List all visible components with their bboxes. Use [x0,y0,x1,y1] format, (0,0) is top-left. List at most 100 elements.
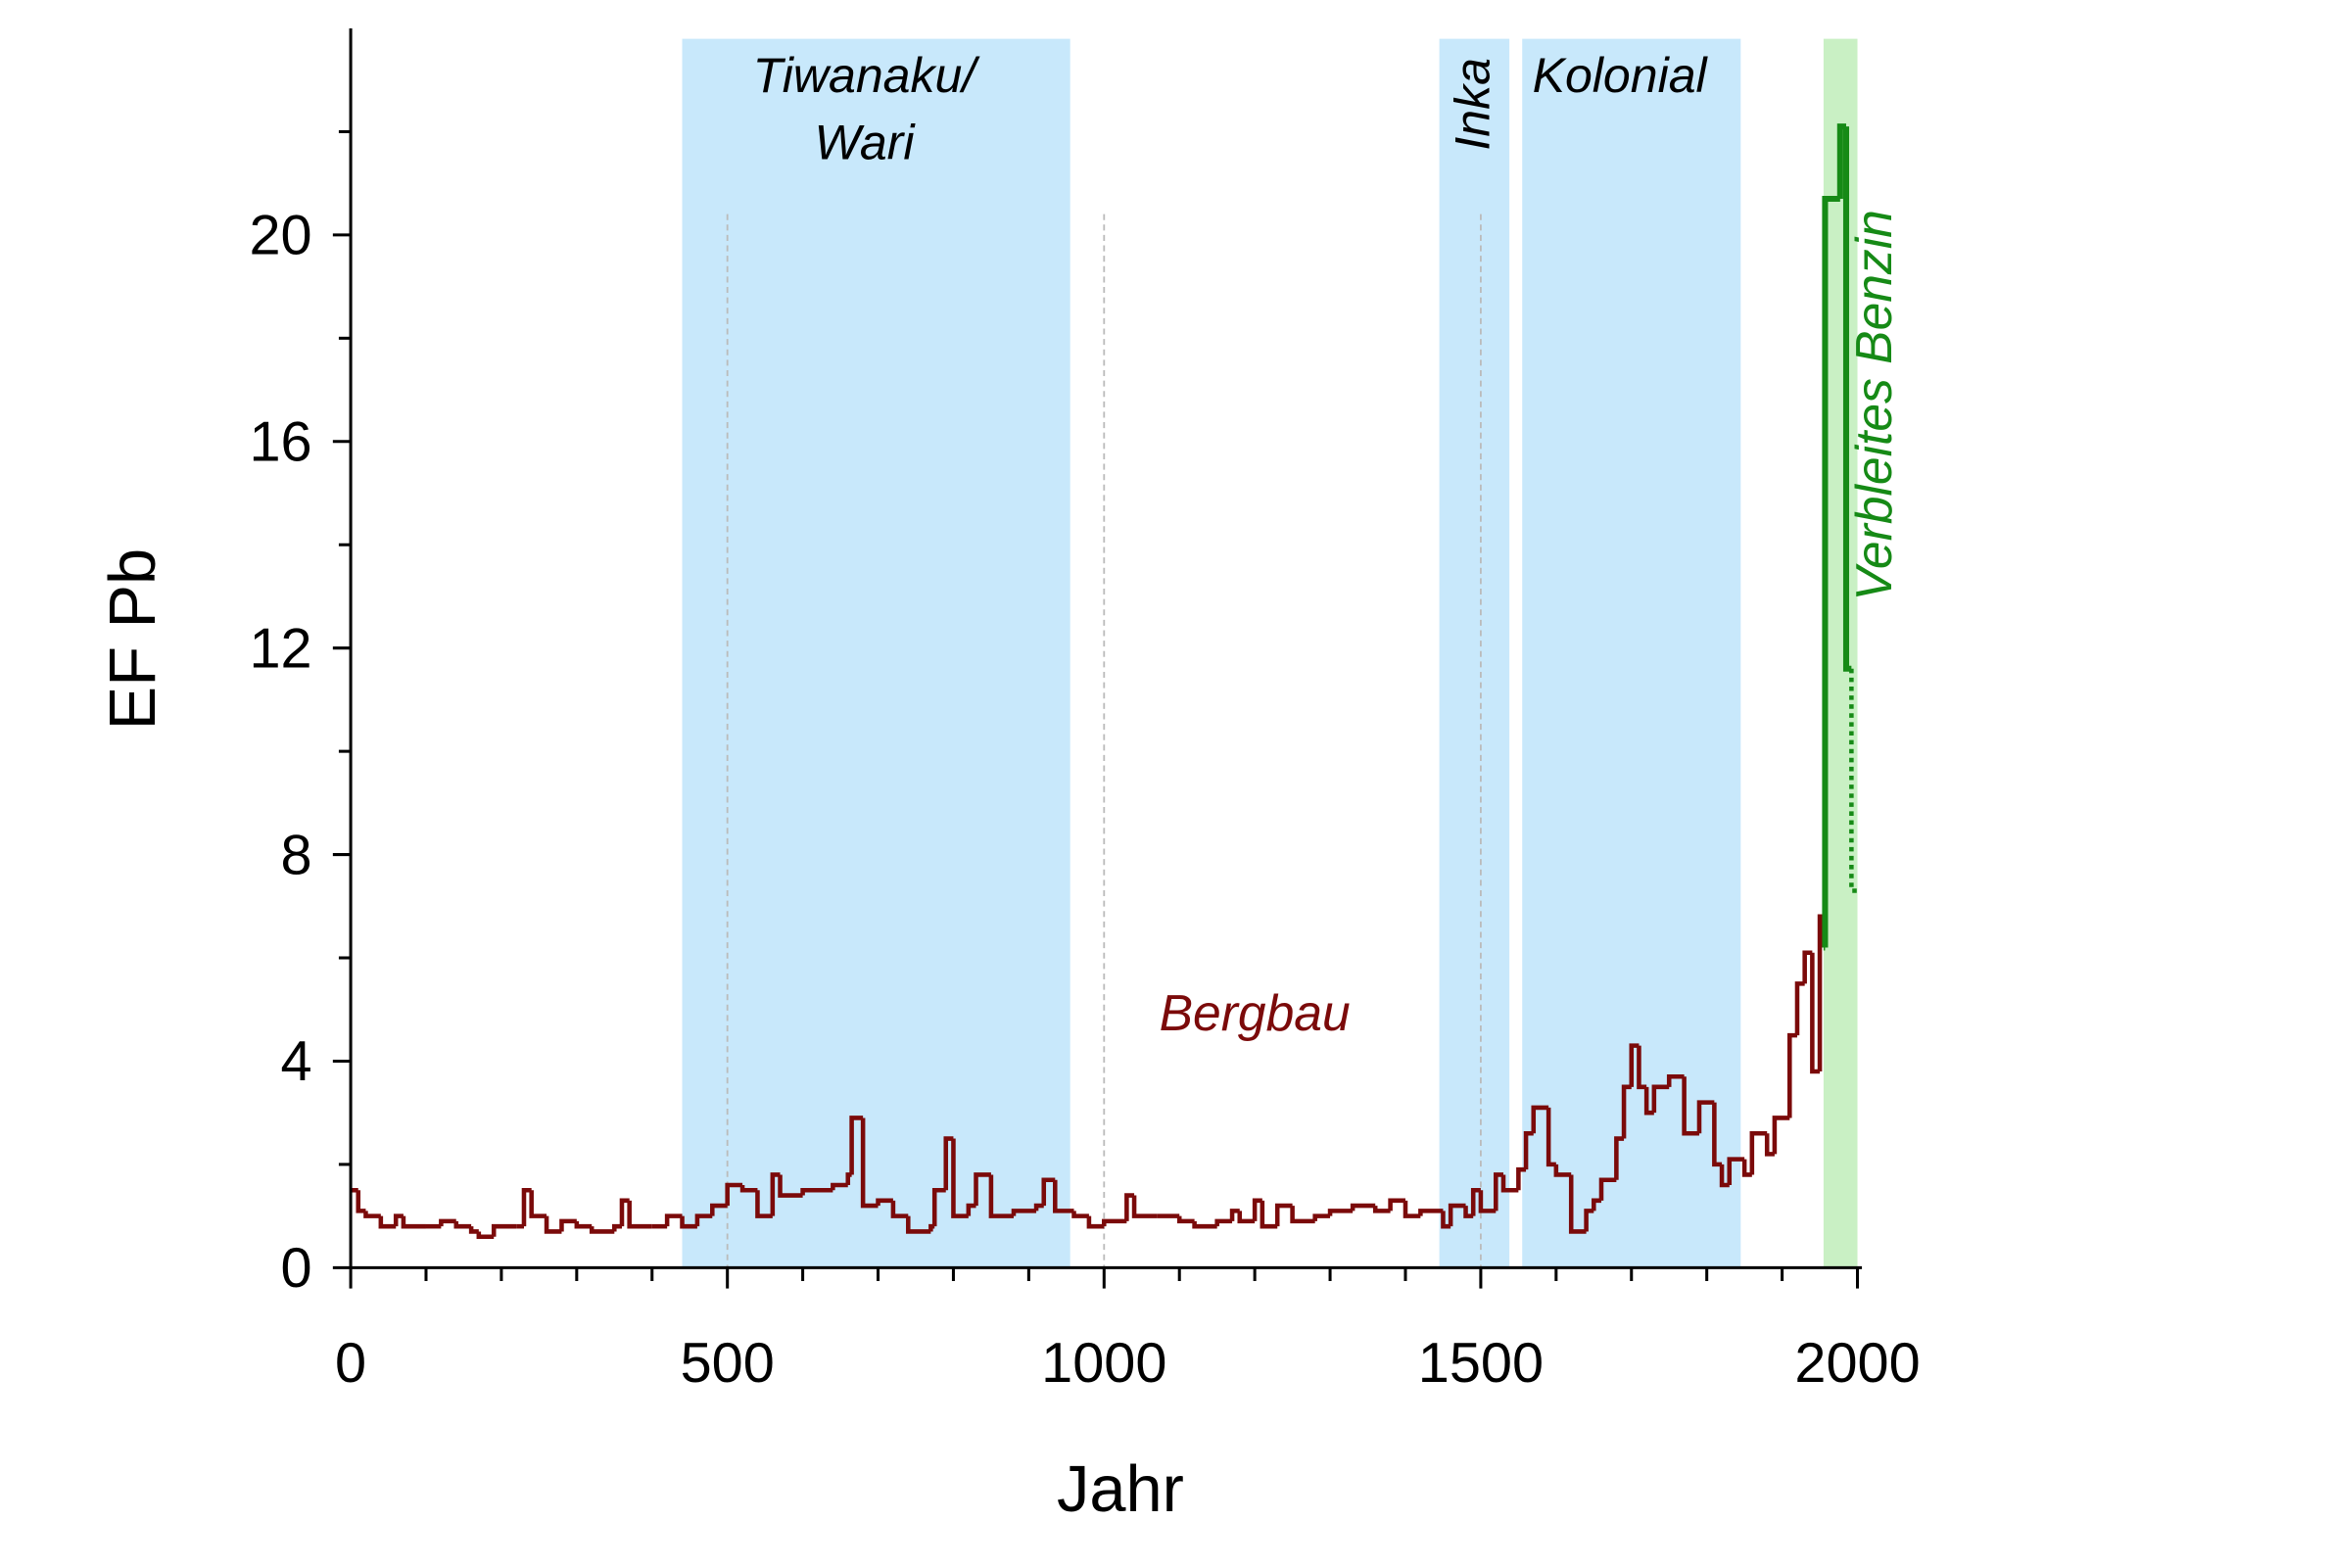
step-segment [1598,1177,1617,1201]
step-segment [1764,1133,1775,1157]
step-segment [800,1187,833,1196]
step-segment [739,1184,758,1193]
step-segment [574,1220,593,1229]
x-axis-title: Jahr [1057,1453,1184,1526]
band-label: Wari [814,116,916,170]
step-segment [1849,668,1858,893]
x-tick-label: 0 [335,1332,366,1395]
step-segment [356,1190,366,1213]
step-segment [1463,1206,1474,1218]
step-segment [974,1172,991,1207]
x-tick-label: 1000 [1041,1332,1166,1395]
step-segment [1643,1086,1654,1116]
step-segment [1592,1198,1601,1212]
step-segment [1621,1084,1632,1139]
step-segment [1682,1076,1699,1136]
step-segment [476,1231,495,1239]
step-segment [831,1182,848,1191]
y-tick-label: 4 [281,1030,312,1093]
step-segment [906,1215,931,1234]
step-segment [876,1198,893,1207]
step-segment [1192,1220,1217,1229]
step-segment [860,1117,879,1209]
y-tick-label: 12 [249,617,311,680]
step-segment [1053,1179,1074,1213]
step-segment [1614,1136,1625,1180]
x-tick-label: 1500 [1418,1332,1544,1395]
step-segment [1651,1084,1670,1114]
step-segment [1260,1200,1278,1229]
step-segment [1637,1045,1647,1090]
step-segment [890,1200,909,1218]
step-segment [1448,1203,1466,1227]
step-segment [619,1198,630,1227]
step-segment [1568,1174,1587,1234]
step-segment [1327,1209,1354,1216]
step-segment [439,1218,456,1227]
step-segment [589,1226,615,1234]
step-segment [849,1116,864,1175]
step-segment [1719,1164,1730,1188]
step-segment [951,1138,969,1218]
step-segment [1523,1130,1534,1170]
step-segment [1388,1198,1405,1212]
step-segment [1229,1209,1240,1221]
step-segment [1290,1206,1315,1224]
period-band [682,38,1070,1268]
step-segment [1500,1174,1519,1193]
step-segment [1787,1032,1797,1118]
step-segment [1712,1102,1723,1167]
step-segment [1727,1157,1745,1185]
step-segment [1214,1218,1233,1227]
step-segment [1237,1211,1256,1224]
step-segment [393,1213,404,1227]
step-segment [725,1182,743,1207]
period-band [1823,38,1858,1268]
step-segment [378,1215,397,1229]
step-segment [988,1174,1014,1218]
step-segment [1071,1211,1089,1218]
step-segment [401,1215,426,1229]
step-segment [453,1220,472,1229]
step-segment [363,1211,381,1218]
step-segment [1124,1193,1135,1221]
y-tick-label: 8 [281,824,312,886]
step-segment [1350,1203,1376,1212]
step-segment [770,1172,781,1216]
band-label: Kolonial [1533,48,1709,103]
step-segment [529,1190,547,1218]
step-segment [694,1213,713,1227]
series [351,914,1827,1239]
step-segment [1033,1203,1044,1212]
step-segment [1312,1213,1331,1221]
step-segment [1086,1215,1105,1229]
step-segment [1478,1190,1497,1213]
step-segment [627,1200,652,1229]
step-segment [1772,1116,1790,1155]
series [1822,123,1858,951]
step-segment [1418,1209,1444,1216]
x-tick-label: 500 [681,1332,775,1395]
y-tick-label: 0 [281,1237,312,1300]
step-segment [1176,1215,1195,1224]
step-segment [1516,1166,1527,1191]
step-segment [491,1223,517,1237]
step-segment [559,1218,577,1232]
band-label: Tiwanaku/ [753,48,981,103]
step-segment [943,1136,954,1191]
step-segment [521,1187,532,1227]
step-segment [710,1203,728,1216]
x-tick-label: 2000 [1794,1332,1920,1395]
step-segment [1274,1203,1293,1227]
step-segment [1102,1218,1127,1227]
step-segment [778,1174,803,1198]
step-segment [1822,195,1840,948]
step-segment [1011,1209,1037,1216]
step-segment [1041,1177,1056,1207]
band-label: Inka [1446,58,1500,151]
step-segment [1741,1159,1752,1177]
step-segment [1545,1107,1556,1167]
series-label: Bergbau [1160,984,1351,1041]
